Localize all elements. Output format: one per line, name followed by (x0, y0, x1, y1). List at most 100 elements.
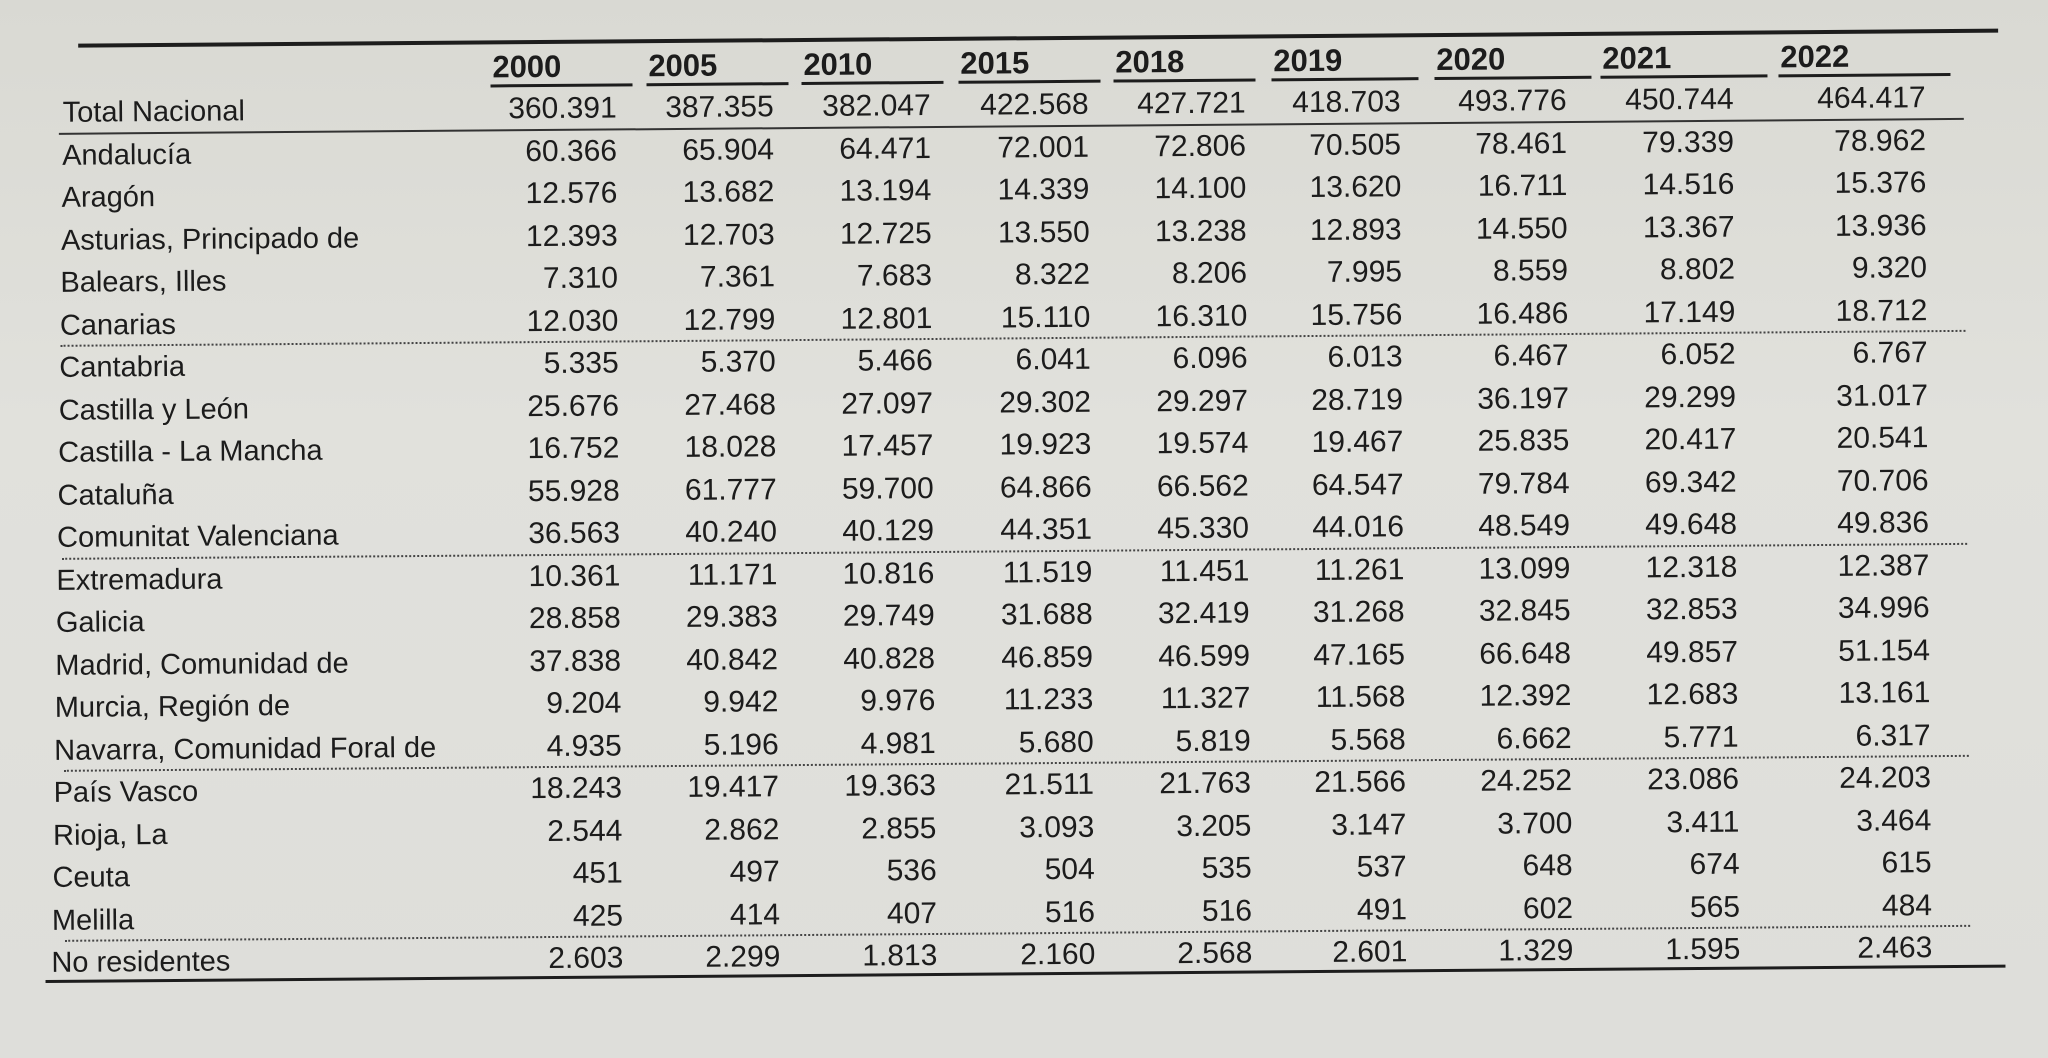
cell-2005: 497 (729, 855, 780, 889)
cell-2019: 15.756 (1310, 297, 1403, 332)
cell-2022: 78.962 (1834, 123, 1927, 158)
cell-2022: 6.767 (1852, 336, 1928, 370)
cell-2021: 6.052 (1660, 337, 1736, 372)
row-label: Castilla - La Mancha (58, 434, 323, 469)
cell-2021: 13.367 (1642, 210, 1735, 244)
cell-2010: 29.749 (842, 598, 935, 633)
cell-2020: 14.550 (1475, 211, 1568, 246)
cell-2005: 18.028 (684, 430, 777, 464)
row-label: Balears, Illes (60, 265, 227, 299)
cell-2020: 48.549 (1478, 508, 1571, 543)
cell-2020: 602 (1522, 891, 1574, 925)
cell-2018: 13.238 (1154, 214, 1247, 248)
cell-2018: 45.330 (1157, 511, 1250, 546)
cell-2021: 69.342 (1644, 465, 1737, 499)
row-label: Rioja, La (52, 818, 168, 852)
row-label: País Vasco (53, 775, 199, 809)
cell-2022: 15.376 (1834, 166, 1927, 200)
cell-2018: 21.763 (1159, 766, 1252, 801)
cell-2000: 36.563 (528, 516, 621, 551)
cell-2019: 31.268 (1312, 595, 1405, 630)
cell-2021: 14.516 (1642, 167, 1735, 202)
cell-2010: 7.683 (856, 258, 933, 293)
row-label: Canarias (59, 308, 177, 342)
cell-2000: 5.335 (543, 346, 619, 381)
cell-2015: 31.688 (1000, 597, 1093, 632)
cell-2022: 70.706 (1836, 463, 1929, 498)
cell-2000: 16.752 (527, 431, 620, 466)
cell-2010: 2.855 (861, 811, 937, 846)
cell-2019: 7.995 (1326, 255, 1403, 289)
cell-2020: 16.486 (1476, 296, 1569, 331)
row-label: Galicia (55, 606, 145, 639)
cell-2018: 5.819 (1175, 723, 1251, 758)
cell-2005: 7.361 (699, 260, 776, 294)
cell-2005: 12.799 (683, 302, 776, 337)
cell-2005: 5.370 (700, 345, 776, 379)
cell-2022: 2.463 (1857, 931, 1933, 965)
cell-2021: 5.771 (1663, 720, 1739, 754)
cell-2020: 8.559 (1492, 253, 1569, 288)
row-label: Murcia, Región de (54, 690, 291, 724)
cell-2020: 16.711 (1477, 168, 1568, 203)
cell-2000: 55.928 (527, 473, 620, 508)
cell-2015: 11.519 (1002, 555, 1093, 589)
cell-2015: 64.866 (999, 470, 1092, 504)
cell-2000: 12.393 (525, 218, 618, 253)
cell-2019: 13.620 (1309, 170, 1402, 205)
cell-2010: 40.828 (843, 641, 936, 676)
cell-2015: 19.923 (999, 427, 1092, 462)
cell-2022: 24.203 (1839, 761, 1932, 795)
table-body: Total Nacional 360.391 387.355 382.047 422.5… (39, 77, 2006, 985)
cell-2019: 11.568 (1315, 680, 1406, 714)
cell-2015: 516 (1044, 895, 1096, 929)
row-label: Total Nacional (62, 95, 245, 129)
cell-2005: 9.942 (703, 685, 779, 719)
cell-2000: 9.204 (546, 686, 622, 721)
cell-2020: 78.461 (1475, 126, 1568, 161)
cell-2021: 12.318 (1645, 550, 1738, 584)
cell-2000: 451 (572, 856, 623, 890)
cell-2022: 9.320 (1851, 251, 1928, 285)
cell-2022: 484 (1881, 888, 1933, 923)
cell-2005: 27.468 (684, 387, 777, 422)
cell-2005: 65.904 (682, 132, 775, 167)
cell-2010: 536 (886, 853, 937, 888)
year-header-2020: 2020 (1434, 41, 1592, 81)
cell-2022: 6.317 (1855, 718, 1931, 753)
cell-2015: 504 (1044, 852, 1095, 887)
cell-2019: 12.893 (1309, 212, 1402, 247)
cell-2021: 8.802 (1659, 252, 1736, 287)
cell-2019: 491 (1356, 892, 1408, 927)
cell-2015: 6.041 (1015, 342, 1091, 377)
cell-2015: 44.351 (1000, 512, 1093, 547)
cell-2022: 20.541 (1836, 421, 1929, 455)
cell-2021: 17.149 (1643, 295, 1736, 329)
cell-2022: 13.936 (1834, 208, 1927, 243)
cell-2015: 15.110 (1000, 300, 1091, 334)
cell-2020: 12.392 (1479, 678, 1572, 713)
cell-2018: 3.205 (1176, 808, 1252, 843)
cell-2020: 24.252 (1480, 763, 1573, 798)
row-label: Madrid, Comunidad de (55, 647, 349, 682)
cell-2018: 29.297 (1156, 384, 1249, 418)
cell-2005: 40.240 (685, 515, 778, 549)
cell-2010: 382.047 (822, 88, 931, 123)
cell-2018: 8.206 (1171, 256, 1248, 291)
cell-2000: 28.858 (528, 601, 621, 636)
cell-2015: 11.233 (1003, 682, 1094, 717)
cell-2018: 535 (1201, 851, 1252, 885)
cell-2005: 19.417 (687, 770, 780, 804)
cell-2015: 46.859 (1001, 640, 1094, 674)
cell-2019: 6.013 (1327, 340, 1403, 374)
cell-2021: 49.648 (1645, 507, 1738, 542)
row-label: Ceuta (52, 861, 131, 894)
cell-2015: 422.568 (980, 87, 1089, 122)
cell-2000: 10.361 (528, 558, 621, 593)
cell-2021: 1.595 (1665, 932, 1741, 967)
cell-2010: 10.816 (842, 556, 935, 591)
cell-2010: 27.097 (841, 386, 934, 421)
cell-2010: 4.981 (860, 726, 936, 761)
cell-2015: 29.302 (999, 385, 1092, 419)
